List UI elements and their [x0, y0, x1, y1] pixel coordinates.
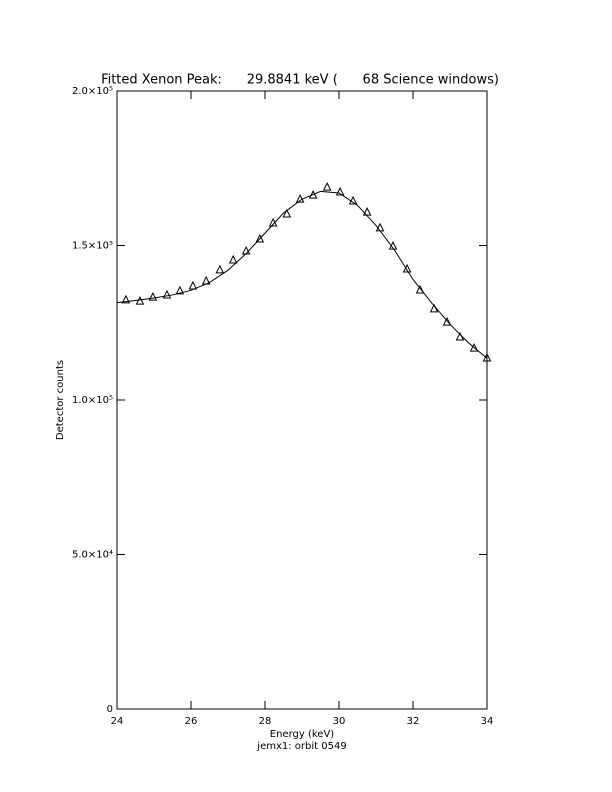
data-point [148, 291, 158, 301]
x-tick-label: 28 [259, 716, 272, 727]
data-point [482, 352, 492, 362]
x-axis-label: Energy (keV) [270, 729, 335, 740]
chart-title: Fitted Xenon Peak: 29.8841 keV ( 68 Scie… [101, 73, 499, 88]
data-point [362, 207, 372, 216]
data-point [402, 263, 412, 273]
y-axis-label: Detector counts [55, 360, 66, 440]
data-point [188, 280, 198, 290]
data-point [255, 233, 265, 243]
x-tick-label: 26 [185, 716, 198, 727]
y-tick-label: 1.0×10⁵ [72, 395, 113, 406]
x-tick-label: 30 [333, 716, 346, 727]
data-point [215, 264, 225, 274]
data-point [442, 317, 452, 326]
data-point [415, 284, 425, 294]
data-point [322, 181, 332, 191]
data-point [335, 186, 345, 196]
data-point [348, 195, 358, 205]
data-point [308, 190, 318, 199]
y-tick-label: 1.5×10⁵ [72, 241, 113, 252]
footer: jemx1: orbit 0549 [256, 741, 346, 752]
y-tick-label: 0 [107, 704, 113, 715]
data-point [175, 285, 185, 295]
data-point [469, 342, 479, 352]
data-point [162, 289, 172, 299]
x-tick-label: 32 [407, 716, 420, 727]
y-tick-label: 2.0×10⁵ [72, 86, 113, 97]
y-tick-label: 5.0×10⁴ [72, 550, 113, 561]
data-point [228, 254, 238, 264]
x-tick-label: 24 [111, 716, 124, 727]
data-point [282, 208, 292, 218]
x-tick-label: 34 [481, 716, 494, 727]
plot-frame [116, 90, 488, 710]
fit-line [116, 190, 488, 359]
data-point [121, 294, 131, 304]
